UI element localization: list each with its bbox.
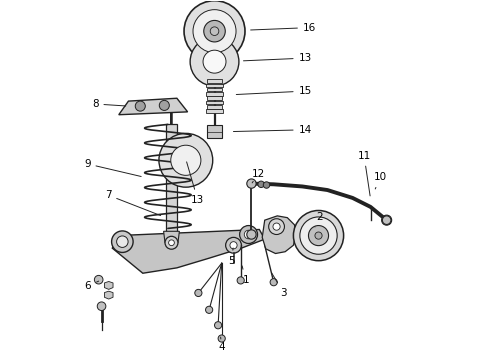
Circle shape [247,179,256,188]
Text: 12: 12 [252,168,265,183]
Circle shape [193,10,236,53]
Circle shape [294,211,343,261]
Circle shape [230,242,237,249]
Circle shape [205,306,213,314]
Text: 5: 5 [228,248,235,266]
Circle shape [159,134,213,187]
Text: 13: 13 [187,162,204,205]
Circle shape [203,50,226,73]
Text: 3: 3 [271,273,287,298]
Circle shape [135,101,146,111]
Text: 7: 7 [105,190,161,216]
Bar [207,79,222,83]
Circle shape [270,279,277,286]
Circle shape [263,182,270,188]
Text: 4: 4 [219,337,225,352]
Circle shape [117,236,128,247]
Circle shape [382,215,392,225]
Circle shape [269,219,285,234]
Circle shape [97,302,106,311]
Bar [206,101,223,104]
Text: 2: 2 [315,212,323,227]
Circle shape [215,321,221,329]
Bar [206,84,223,87]
Text: 8: 8 [92,99,125,109]
Text: 6: 6 [85,281,98,291]
Bar [207,125,222,138]
Text: 16: 16 [251,23,316,33]
Polygon shape [164,231,179,243]
Circle shape [247,230,256,239]
Circle shape [159,100,170,111]
Text: 14: 14 [233,125,312,135]
Polygon shape [112,229,265,273]
Circle shape [210,27,219,36]
Circle shape [309,226,329,246]
Circle shape [300,217,337,254]
Circle shape [112,231,133,252]
Circle shape [382,216,391,225]
Bar [207,105,222,108]
Circle shape [258,181,265,188]
Bar [207,96,222,100]
Bar [206,92,223,96]
Circle shape [204,21,225,42]
Polygon shape [104,291,113,299]
Circle shape [169,240,174,246]
Circle shape [273,223,280,230]
Circle shape [95,275,103,284]
Polygon shape [262,216,296,253]
Text: 9: 9 [84,159,141,176]
Circle shape [315,232,322,239]
Text: 11: 11 [357,150,370,196]
Bar [166,125,177,232]
Circle shape [171,145,201,175]
Bar [206,109,223,113]
Circle shape [195,289,202,297]
Circle shape [245,230,253,239]
Circle shape [218,335,225,342]
Circle shape [190,37,239,86]
Text: 13: 13 [244,53,312,63]
Polygon shape [104,282,113,289]
Polygon shape [119,98,188,115]
Circle shape [240,226,258,243]
Circle shape [165,236,178,249]
Circle shape [237,277,245,284]
Circle shape [184,1,245,62]
Text: 15: 15 [236,86,312,96]
Text: 10: 10 [374,172,387,189]
Circle shape [225,237,242,253]
Text: 1: 1 [242,266,249,285]
Bar [207,88,222,91]
